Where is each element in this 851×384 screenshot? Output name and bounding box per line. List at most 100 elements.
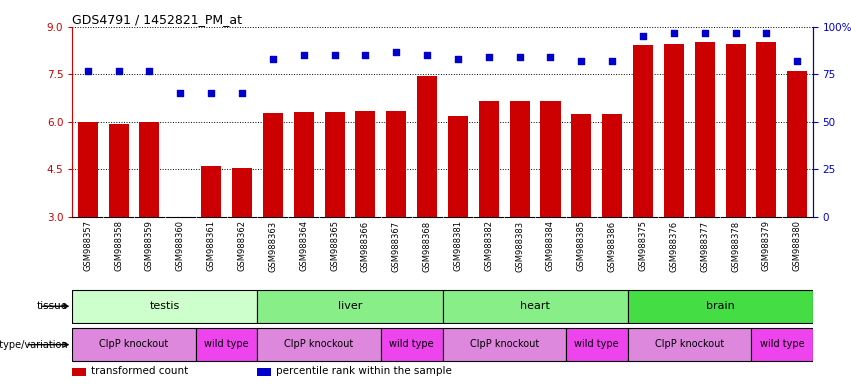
Bar: [257, 328, 380, 361]
Point: [791, 58, 804, 64]
Point: [111, 68, 125, 74]
Text: ClpP knockout: ClpP knockout: [470, 339, 539, 349]
Bar: [510, 101, 529, 217]
Bar: [294, 113, 314, 217]
Text: GSM988382: GSM988382: [484, 220, 494, 271]
Bar: [627, 290, 813, 323]
Text: testis: testis: [150, 301, 180, 311]
Bar: [566, 328, 627, 361]
Text: GSM988380: GSM988380: [793, 220, 802, 271]
Bar: [627, 328, 751, 361]
Bar: [443, 328, 566, 361]
Text: GSM988367: GSM988367: [391, 220, 401, 271]
Text: GSM988381: GSM988381: [454, 220, 462, 271]
Point: [297, 52, 311, 58]
Bar: [571, 114, 591, 217]
Text: GSM988378: GSM988378: [731, 220, 740, 271]
Bar: [380, 328, 443, 361]
Text: GSM988358: GSM988358: [114, 220, 123, 271]
Text: GSM988362: GSM988362: [237, 220, 247, 271]
Bar: [448, 116, 468, 217]
Text: percentile rank within the sample: percentile rank within the sample: [276, 366, 452, 376]
Text: GSM988384: GSM988384: [546, 220, 555, 271]
Point: [420, 52, 434, 58]
Text: GSM988365: GSM988365: [330, 220, 339, 271]
Text: ClpP knockout: ClpP knockout: [284, 339, 354, 349]
Text: wild type: wild type: [574, 339, 619, 349]
Text: GSM988364: GSM988364: [300, 220, 308, 271]
Bar: [201, 166, 221, 217]
Point: [605, 58, 619, 64]
Point: [81, 68, 94, 74]
Point: [698, 30, 711, 36]
Text: GSM988379: GSM988379: [762, 220, 771, 271]
Bar: [443, 290, 627, 323]
Text: GSM988366: GSM988366: [361, 220, 370, 271]
Text: heart: heart: [520, 301, 550, 311]
Text: GDS4791 / 1452821_PM_at: GDS4791 / 1452821_PM_at: [72, 13, 243, 26]
Text: GSM988361: GSM988361: [207, 220, 215, 271]
Text: GSM988383: GSM988383: [515, 220, 524, 271]
Text: GSM988376: GSM988376: [670, 220, 678, 271]
Bar: [479, 101, 499, 217]
Point: [544, 54, 557, 60]
Point: [637, 33, 650, 40]
Bar: [386, 111, 406, 217]
Text: GSM988357: GSM988357: [83, 220, 92, 271]
Text: ClpP knockout: ClpP knockout: [100, 339, 168, 349]
Point: [174, 90, 187, 96]
Text: wild type: wild type: [760, 339, 804, 349]
Bar: [196, 328, 257, 361]
Bar: [664, 44, 684, 217]
Text: GSM988363: GSM988363: [268, 220, 277, 271]
Point: [513, 54, 527, 60]
Text: GSM988375: GSM988375: [638, 220, 648, 271]
Text: GSM988360: GSM988360: [176, 220, 185, 271]
Bar: [77, 122, 98, 217]
Point: [728, 30, 742, 36]
Bar: [72, 368, 86, 376]
Bar: [540, 101, 561, 217]
Point: [574, 58, 588, 64]
Text: liver: liver: [338, 301, 363, 311]
Point: [760, 30, 774, 36]
Text: GSM988385: GSM988385: [577, 220, 585, 271]
Bar: [417, 76, 437, 217]
Text: wild type: wild type: [204, 339, 248, 349]
Text: tissue: tissue: [37, 301, 68, 311]
Point: [266, 56, 280, 62]
Point: [358, 52, 372, 58]
Bar: [726, 44, 745, 217]
Text: ClpP knockout: ClpP knockout: [654, 339, 724, 349]
Bar: [757, 42, 776, 217]
Bar: [263, 113, 283, 217]
Text: wild type: wild type: [390, 339, 434, 349]
Point: [143, 68, 157, 74]
Bar: [633, 45, 653, 217]
Point: [235, 90, 248, 96]
Point: [328, 52, 341, 58]
Bar: [603, 114, 622, 217]
Text: brain: brain: [705, 301, 734, 311]
Bar: [787, 71, 808, 217]
Bar: [694, 42, 715, 217]
Bar: [257, 290, 443, 323]
Bar: [140, 122, 159, 217]
Bar: [72, 290, 257, 323]
Text: GSM988359: GSM988359: [145, 220, 154, 271]
Point: [482, 54, 495, 60]
Point: [451, 56, 465, 62]
Text: GSM988377: GSM988377: [700, 220, 709, 271]
Text: genotype/variation: genotype/variation: [0, 339, 68, 350]
Text: GSM988368: GSM988368: [423, 220, 431, 271]
Bar: [356, 111, 375, 217]
Bar: [324, 113, 345, 217]
Point: [390, 48, 403, 55]
Bar: [109, 124, 129, 217]
Bar: [257, 368, 271, 376]
Bar: [751, 328, 813, 361]
Text: transformed count: transformed count: [91, 366, 188, 376]
Bar: [72, 328, 196, 361]
Bar: [232, 167, 252, 217]
Point: [204, 90, 218, 96]
